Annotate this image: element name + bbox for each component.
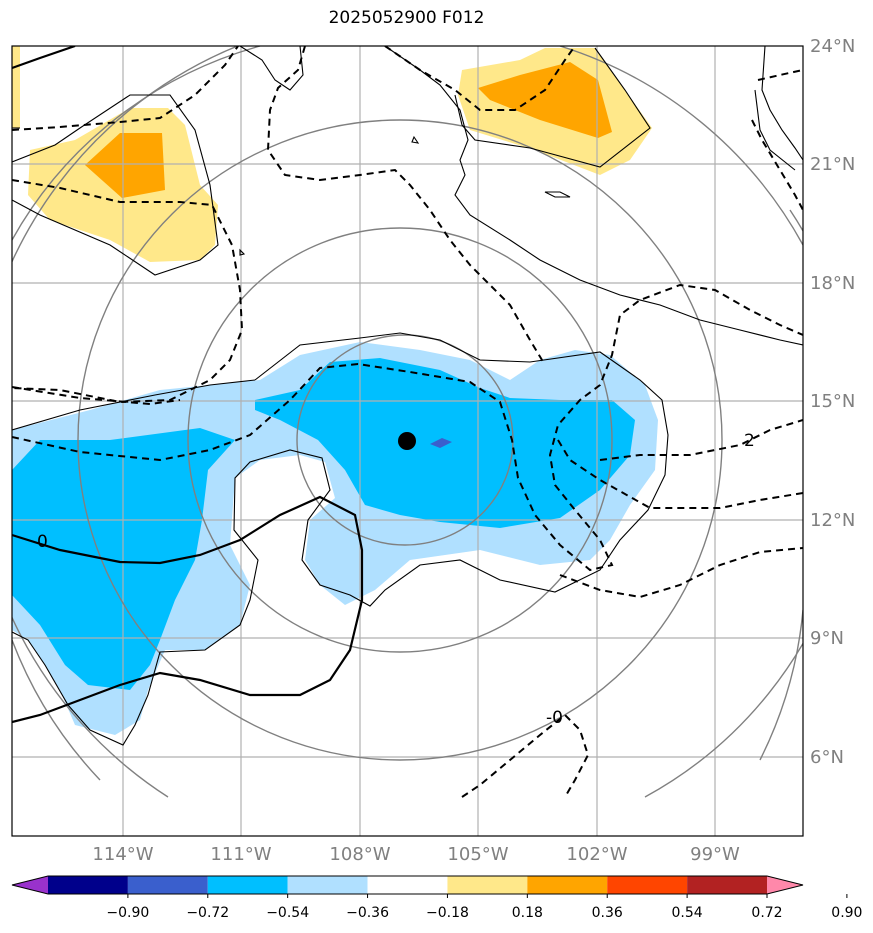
colorbar-extend-low <box>12 876 48 894</box>
colorbar-tick-label: −0.18 <box>426 905 469 921</box>
lat-label-15n: 15°N <box>810 391 855 412</box>
colorbar-tick-label: 0.54 <box>672 905 703 921</box>
map-content <box>12 46 803 836</box>
colorbar-tick-label: 0.36 <box>592 905 623 921</box>
colorbar-tick-label: −0.90 <box>106 905 149 921</box>
negative-anomaly-spot <box>430 438 452 448</box>
positive-anomaly-core-nw <box>85 133 165 198</box>
colorbar-segment <box>527 876 608 894</box>
lon-label-105w: 105°W <box>447 844 508 865</box>
colorbar-tick-label: 0.90 <box>831 905 862 921</box>
positive-anomaly-core-ne <box>478 62 612 138</box>
colorbar-tick-label: −0.36 <box>346 905 389 921</box>
lon-label-111w: 111°W <box>210 844 271 865</box>
colorbar-ticks: −0.90 −0.72 −0.54 −0.36 −0.18 0.18 0.36 0.54 0.7… <box>106 894 862 921</box>
colorbar-segment <box>287 876 368 894</box>
lat-lon-grid <box>12 46 803 836</box>
contour-label-neg-zero: -0 <box>546 708 563 728</box>
storm-center-marker <box>398 432 416 450</box>
coastlines <box>12 46 803 746</box>
colorbar-extend-high <box>767 876 803 894</box>
lat-label-6n: 6°N <box>810 747 844 768</box>
map-frame <box>11 45 804 837</box>
lat-label-9n: 9°N <box>810 628 844 649</box>
colorbar-segment <box>687 876 767 894</box>
colorbar-segment <box>48 876 128 894</box>
range-rings <box>12 46 803 798</box>
dashed-contours <box>12 46 803 798</box>
solid-contours <box>12 46 364 724</box>
colorbar-tick-label: 0.18 <box>512 905 543 921</box>
anomaly-fill-layer <box>12 46 658 735</box>
longitude-labels: 114°W 111°W 108°W 105°W 102°W 99°W <box>92 844 740 865</box>
colorbar-segments <box>11 875 804 895</box>
lat-label-24n: 24°N <box>810 36 855 57</box>
positive-anomaly-strip-west <box>12 46 20 128</box>
map-title: 2025052900 F012 <box>328 8 485 28</box>
colorbar: −0.90 −0.72 −0.54 −0.36 −0.18 0.18 0.36 0.54 0.7… <box>11 875 862 921</box>
contour-label-two: 2 <box>744 431 755 451</box>
lat-label-21n: 21°N <box>810 154 855 175</box>
lon-label-102w: 102°W <box>566 844 627 865</box>
colorbar-segment <box>447 876 528 894</box>
lat-label-12n: 12°N <box>810 510 855 531</box>
colorbar-tick-label: −0.72 <box>186 905 229 921</box>
lon-label-114w: 114°W <box>92 844 153 865</box>
colorbar-outline <box>11 875 804 895</box>
latitude-labels: 24°N 21°N 18°N 15°N 12°N 9°N 6°N <box>810 36 855 768</box>
lat-label-18n: 18°N <box>810 273 855 294</box>
lon-label-99w: 99°W <box>690 844 740 865</box>
lon-label-108w: 108°W <box>329 844 390 865</box>
colorbar-segment <box>207 876 288 894</box>
colorbar-tick-label: −0.54 <box>266 905 309 921</box>
contour-label-zero: 0 <box>37 532 48 552</box>
colorbar-segment <box>127 876 208 894</box>
colorbar-tick-label: 0.72 <box>751 905 782 921</box>
colorbar-segment <box>607 876 688 894</box>
colorbar-segment <box>367 876 448 894</box>
